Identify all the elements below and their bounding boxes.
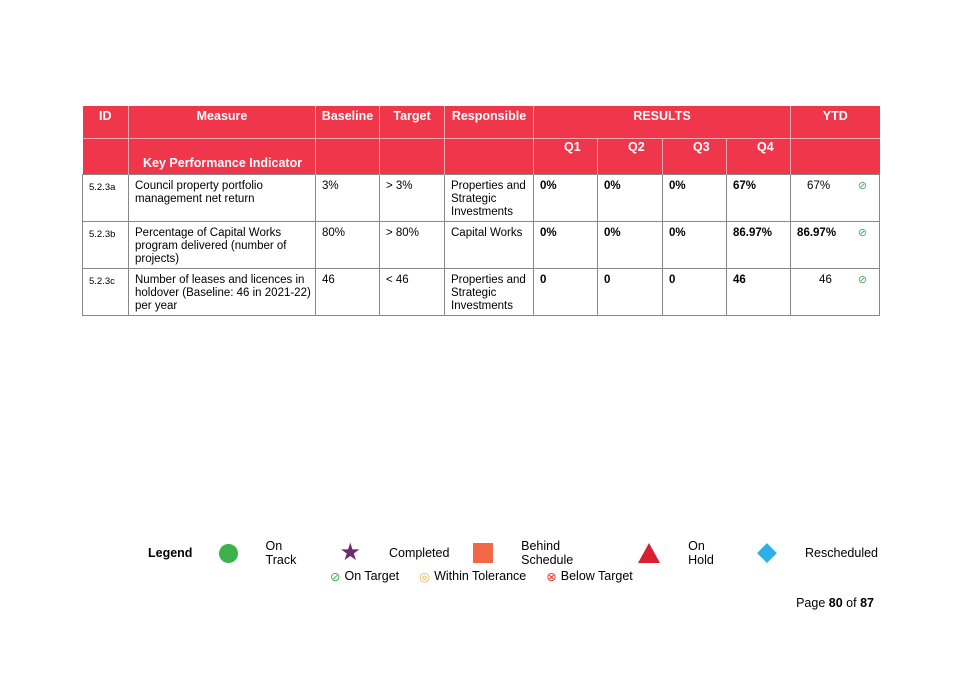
legend: Legend On Track ★ Completed Behind Sched… xyxy=(148,539,878,586)
red-triangle-icon xyxy=(638,543,661,563)
kpi-header-row: Key Performance Indicator xyxy=(82,154,880,175)
page-total: 87 xyxy=(860,596,874,610)
row-q1: 0% xyxy=(533,174,598,222)
header-row: ID Measure Baseline Target Responsible R… xyxy=(82,106,880,138)
row-responsible: Capital Works xyxy=(444,221,534,269)
legend-below-target: Below Target xyxy=(560,569,633,583)
purple-star-icon: ★ xyxy=(339,539,361,566)
row-responsible: Properties and Strategic Investments xyxy=(444,174,534,222)
legend-status-row: ⊘ On Target ◎ Within Tolerance ⊗ Below T… xyxy=(148,566,878,586)
row-measure: Percentage of Capital Works program deli… xyxy=(128,221,316,269)
blue-diamond-icon xyxy=(757,543,777,563)
orange-square-icon xyxy=(473,543,494,563)
row-ytd: 46 xyxy=(819,274,832,286)
legend-label-on-hold: On Hold xyxy=(688,539,714,567)
row-ytd: 86.97% xyxy=(797,227,837,239)
header-kpi: Key Performance Indicator xyxy=(128,154,316,175)
row-q4: 67% xyxy=(725,174,792,222)
page-prefix: Page xyxy=(796,596,826,610)
page-of: of xyxy=(846,596,857,610)
page-number: Page 80 of 87 xyxy=(796,596,874,610)
row-ytd: 67% xyxy=(807,180,831,192)
row-target: > 3% xyxy=(379,174,445,222)
header-id: ID xyxy=(82,106,129,138)
row-baseline: 46 xyxy=(315,268,380,316)
within-tolerance-icon: ◎ xyxy=(419,569,431,584)
on-target-icon: ⊘ xyxy=(857,274,868,286)
header-q1: Q1 xyxy=(533,137,598,155)
legend-on-target: On Target xyxy=(344,569,400,583)
kpi-table: ID Measure Baseline Target Responsible R… xyxy=(82,106,881,316)
legend-label-on-track: On Track xyxy=(265,539,297,567)
row-target: > 80% xyxy=(379,221,445,269)
green-circle-icon xyxy=(218,543,238,563)
row-id: 5.2.3b xyxy=(82,221,129,269)
row-q3: 0% xyxy=(662,221,727,269)
row-measure: Council property portfolio management ne… xyxy=(128,174,316,222)
on-target-icon: ⊘ xyxy=(857,227,868,239)
row-q3: 0 xyxy=(662,268,727,316)
row-target: < 46 xyxy=(379,268,445,316)
legend-label-behind-schedule: Behind Schedule xyxy=(521,539,574,567)
row-baseline: 80% xyxy=(315,221,380,269)
row-measure: Number of leases and licences in holdove… xyxy=(128,268,316,316)
legend-within-tolerance: Within Tolerance xyxy=(434,569,527,583)
row-q2: 0% xyxy=(597,174,663,222)
header-ytd: YTD xyxy=(822,109,848,123)
on-target-icon: ⊘ xyxy=(857,180,868,192)
legend-label-rescheduled: Rescheduled xyxy=(805,546,878,560)
header-baseline: Baseline xyxy=(315,106,380,138)
row-q1: 0% xyxy=(533,221,598,269)
row-q3: 0% xyxy=(662,174,727,222)
header-responsible: Responsible xyxy=(444,106,534,138)
row-ytd-cell: 86.97% ⊘ xyxy=(790,221,881,269)
on-target-icon: ⊘ xyxy=(330,569,341,584)
row-baseline: 3% xyxy=(315,174,380,222)
legend-title: Legend xyxy=(148,546,193,560)
header-q4: Q4 xyxy=(726,137,792,155)
row-responsible: Properties and Strategic Investments xyxy=(444,268,534,316)
row-q2: 0 xyxy=(597,268,663,316)
quarter-header-row: Q1 Q2 Q3 Q4 xyxy=(82,137,880,155)
below-target-icon: ⊗ xyxy=(546,569,557,584)
header-q2: Q2 xyxy=(597,137,663,155)
row-ytd-cell: 46 ⊘ xyxy=(790,268,881,316)
row-id: 5.2.3c xyxy=(82,268,129,316)
table-row: 5.2.3b Percentage of Capital Works progr… xyxy=(82,221,881,269)
row-ytd-cell: 67% ⊘ xyxy=(790,174,881,222)
row-q4: 46 xyxy=(725,268,792,316)
legend-shapes-row: Legend On Track ★ Completed Behind Sched… xyxy=(148,539,878,567)
table-row: 5.2.3c Number of leases and licences in … xyxy=(82,268,881,316)
row-id: 5.2.3a xyxy=(82,174,129,222)
row-q4: 86.97% xyxy=(725,221,792,269)
table-row: 5.2.3a Council property portfolio manage… xyxy=(82,174,881,222)
header-target: Target xyxy=(379,106,445,138)
legend-label-completed: Completed xyxy=(388,546,450,560)
row-q1: 0 xyxy=(533,268,598,316)
header-measure: Measure xyxy=(128,106,316,138)
header-q3: Q3 xyxy=(662,137,727,155)
header-results: RESULTS xyxy=(533,106,792,138)
page-current: 80 xyxy=(828,596,843,610)
row-q2: 0% xyxy=(597,221,663,269)
